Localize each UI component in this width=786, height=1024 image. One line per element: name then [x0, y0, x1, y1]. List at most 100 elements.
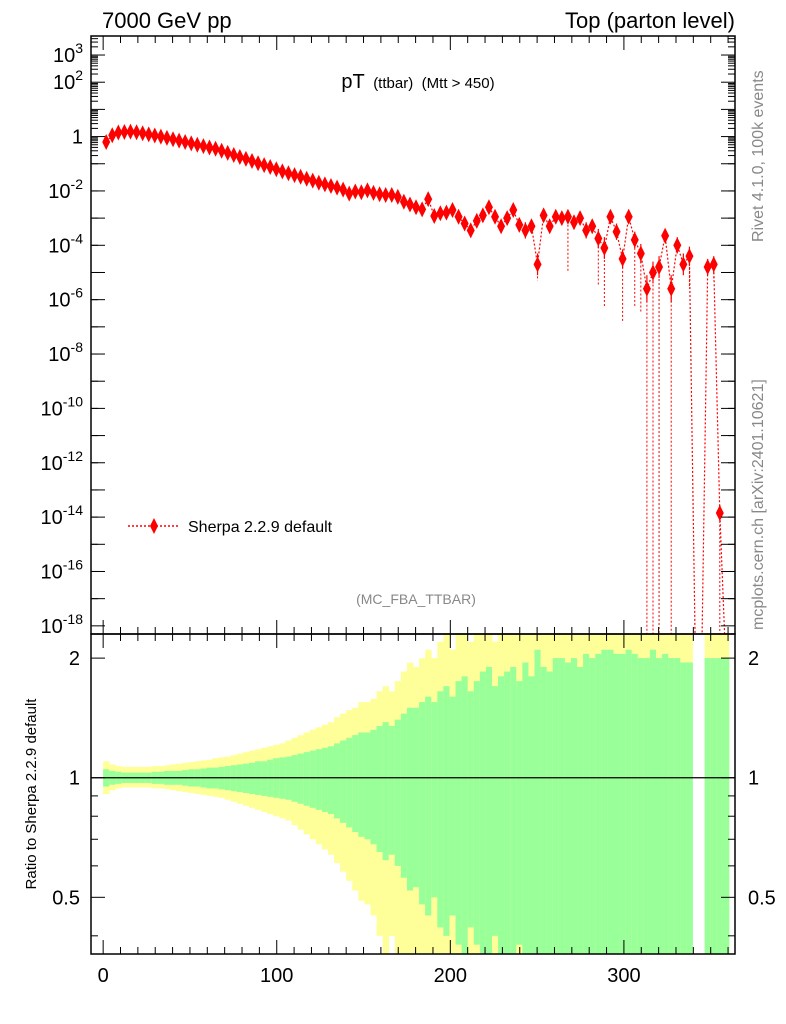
data-point	[509, 201, 518, 218]
data-point	[248, 153, 256, 170]
data-point	[576, 210, 585, 227]
y-tick-label-base: 10	[48, 181, 70, 203]
data-point	[138, 125, 147, 142]
ratio-band-inner	[613, 653, 620, 954]
ratio-band-inner	[394, 719, 402, 866]
data-point	[290, 167, 299, 184]
data-point	[175, 132, 184, 149]
ratio-band-inner	[346, 737, 353, 828]
data-point	[448, 201, 457, 218]
ratio-band-inner	[662, 653, 669, 954]
y-tick-label: 10-10	[41, 393, 84, 420]
data-point	[254, 155, 263, 172]
ratio-frame	[90, 633, 736, 955]
y-tick-label-base: 10	[41, 561, 63, 583]
data-point	[102, 134, 111, 151]
y-tick-label-base: 10	[41, 398, 63, 420]
data-point	[126, 123, 135, 140]
x-tick-label: 200	[434, 965, 467, 987]
legend: Sherpa 2.2.9 default	[128, 518, 333, 536]
y-tick-label-exponent: -16	[63, 556, 83, 572]
ratio-band-inner	[637, 658, 645, 954]
data-point	[399, 193, 408, 210]
ratio-band-inner	[686, 662, 693, 954]
ratio-band-inner	[656, 658, 663, 954]
ratio-band-inner	[680, 662, 687, 954]
legend-marker	[150, 518, 158, 534]
data-point	[709, 256, 718, 273]
ratio-band-inner	[315, 749, 323, 810]
ratio-tick-label-right: 0.5	[748, 887, 776, 909]
ratio-band-inner	[400, 713, 408, 878]
x-tick-label: 0	[98, 965, 109, 987]
y-tick-label-base: 10	[48, 235, 70, 257]
rivet-label: Rivet 4.1.0, 100k events	[750, 70, 767, 242]
ratio-band-inner	[649, 649, 657, 954]
ratio-band-inner	[370, 729, 377, 845]
y-tick-label: 1	[72, 127, 83, 149]
ratio-band-inner	[242, 763, 250, 794]
ratio-band-inner	[577, 666, 584, 954]
data-point	[679, 256, 688, 273]
ratio-band-inner	[425, 696, 432, 916]
data-point	[150, 127, 159, 144]
data-point	[594, 230, 603, 247]
analysis-label: (MC_FBA_TTBAR)	[356, 591, 476, 607]
ratio-tick-label-right: 2	[748, 648, 759, 670]
data-point	[108, 127, 117, 144]
data-point	[235, 148, 244, 165]
ratio-band-inner	[601, 649, 608, 954]
data-point	[521, 222, 530, 239]
y-tick-label-base: 10	[41, 616, 63, 638]
data-point	[466, 222, 475, 239]
y-tick-label-exponent: -10	[63, 393, 83, 409]
data-point	[715, 505, 724, 522]
data-point	[144, 126, 153, 143]
ratio-band-inner	[546, 671, 554, 954]
ratio-band-inner	[248, 762, 256, 794]
ratio-band-inner	[388, 725, 396, 855]
ratio-band-inner	[607, 649, 614, 954]
data-point	[460, 215, 469, 232]
ratio-band-inner	[704, 658, 712, 954]
ratio-tick-label-left: 2	[69, 648, 80, 670]
data-point	[266, 159, 275, 176]
ratio-tick-label-right: 1	[748, 768, 759, 790]
ratio-band-inner	[516, 681, 523, 945]
data-point	[278, 163, 287, 180]
y-tick-label-base: 10	[41, 507, 63, 529]
data-point	[442, 204, 451, 221]
data-point	[387, 187, 396, 204]
ratio-band-inner	[589, 658, 596, 954]
y-tick-label: 10-8	[48, 339, 83, 366]
data-point	[381, 187, 390, 204]
data-point	[260, 157, 269, 174]
y-tick-label-base: 10	[48, 344, 70, 366]
data-point	[630, 231, 639, 248]
ratio-band-inner	[291, 755, 298, 802]
data-point	[600, 240, 609, 257]
ratio-band-inner	[455, 681, 463, 945]
data-point	[302, 170, 311, 187]
y-tick-label: 103	[53, 40, 83, 67]
data-point	[223, 144, 232, 161]
data-point	[412, 199, 421, 216]
ratio-band-inner	[558, 658, 566, 954]
ratio-tick-label-left: 0.5	[52, 887, 80, 909]
data-point	[570, 214, 578, 231]
data-point	[491, 208, 500, 225]
data-point	[132, 124, 141, 141]
data-point	[156, 128, 165, 145]
ratio-band-inner	[619, 653, 627, 954]
data-point	[326, 178, 335, 195]
y-tick-label-exponent: -12	[63, 448, 83, 464]
ratio-band-inner	[534, 649, 541, 954]
ratio-band-inner	[340, 740, 347, 823]
data-point	[424, 191, 433, 208]
ratio-band-inner	[413, 707, 420, 888]
data-point	[648, 264, 657, 281]
ratio-band-inner	[303, 752, 311, 806]
y-tick-label-exponent: -6	[71, 285, 84, 301]
x-tick-label: 300	[607, 965, 640, 987]
